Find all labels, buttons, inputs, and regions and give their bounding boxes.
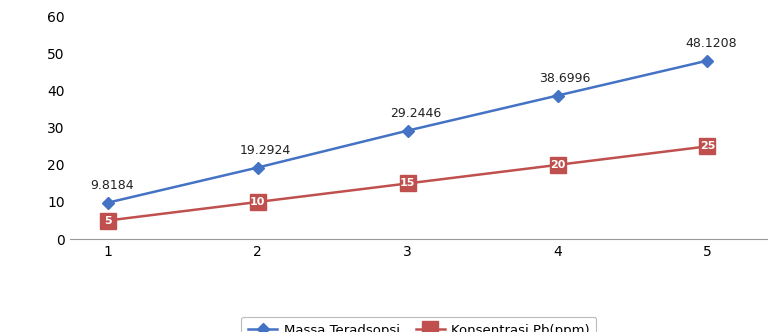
Text: 9.8184: 9.8184: [90, 179, 134, 192]
Massa Teradsopsi: [702, 59, 712, 63]
Line: Konsentrasi Pb(ppm): Konsentrasi Pb(ppm): [100, 139, 715, 228]
Konsentrasi Pb(ppm): [253, 200, 262, 204]
Text: 10: 10: [250, 197, 265, 207]
Massa Teradsopsi: [253, 166, 262, 170]
Legend: Massa Teradsopsi, Konsentrasi Pb(ppm): Massa Teradsopsi, Konsentrasi Pb(ppm): [241, 317, 597, 332]
Konsentrasi Pb(ppm): [553, 163, 562, 167]
Text: 29.2446: 29.2446: [390, 107, 441, 120]
Konsentrasi Pb(ppm): [403, 181, 413, 185]
Text: 19.2924: 19.2924: [240, 144, 291, 157]
Konsentrasi Pb(ppm): [702, 144, 712, 148]
Text: 15: 15: [400, 178, 415, 189]
Massa Teradsopsi: [553, 94, 562, 98]
Text: 38.6996: 38.6996: [539, 72, 591, 85]
Text: 20: 20: [550, 160, 565, 170]
Konsentrasi Pb(ppm): [103, 218, 113, 222]
Line: Massa Teradsopsi: Massa Teradsopsi: [104, 56, 712, 207]
Massa Teradsopsi: [103, 201, 113, 205]
Text: 5: 5: [104, 215, 112, 225]
Text: 48.1208: 48.1208: [685, 37, 737, 50]
Text: 25: 25: [700, 141, 715, 151]
Massa Teradsopsi: [403, 128, 413, 132]
